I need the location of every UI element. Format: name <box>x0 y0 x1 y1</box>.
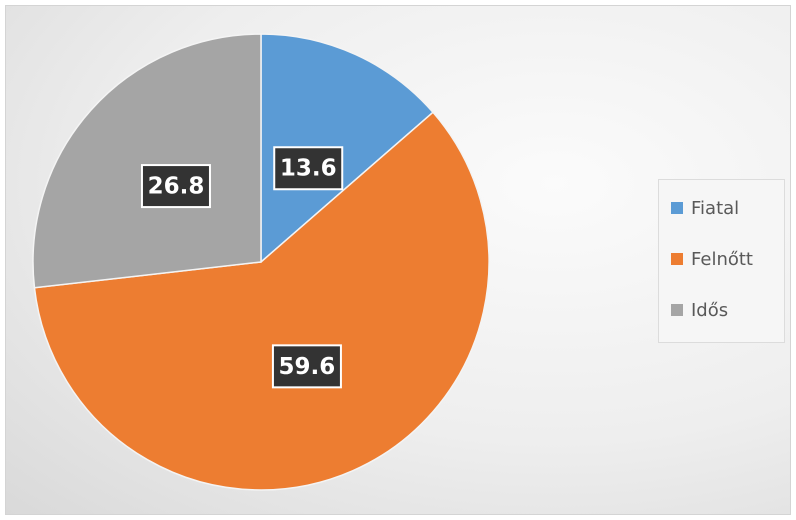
data-label-box <box>273 146 344 191</box>
legend-item-fiatal: Fiatal <box>671 194 784 222</box>
pie-data-labels: 13.6 59.6 26.8 <box>140 146 344 389</box>
data-label-text: 26.8 <box>148 174 205 200</box>
chart-area: 13.6 59.6 26.8 Fiatal Felnőtt Idős <box>5 5 791 515</box>
data-label-text: 59.6 <box>279 354 336 380</box>
data-label-box <box>271 344 342 389</box>
data-label-felnott: 59.6 <box>271 344 342 389</box>
legend-swatch-fiatal <box>671 202 683 214</box>
data-label-fiatal: 13.6 <box>273 146 344 191</box>
legend-swatch-idos <box>671 304 683 316</box>
data-label-idos: 26.8 <box>140 164 211 209</box>
legend-label-idos: Idős <box>691 299 729 321</box>
data-label-text: 13.6 <box>280 156 337 182</box>
legend: Fiatal Felnőtt Idős <box>658 179 785 343</box>
pie-chart: 13.6 59.6 26.8 <box>32 33 490 491</box>
legend-item-felnott: Felnőtt <box>671 245 784 273</box>
legend-swatch-felnott <box>671 253 683 265</box>
data-label-box <box>140 164 211 209</box>
pie-slices <box>32 33 490 491</box>
pie-slice-idos <box>32 33 262 289</box>
pie-slice-felnott <box>33 111 490 491</box>
legend-item-idos: Idős <box>671 296 784 324</box>
pie-slice-fiatal <box>260 33 435 264</box>
legend-label-fiatal: Fiatal <box>691 197 740 219</box>
legend-label-felnott: Felnőtt <box>691 248 753 270</box>
